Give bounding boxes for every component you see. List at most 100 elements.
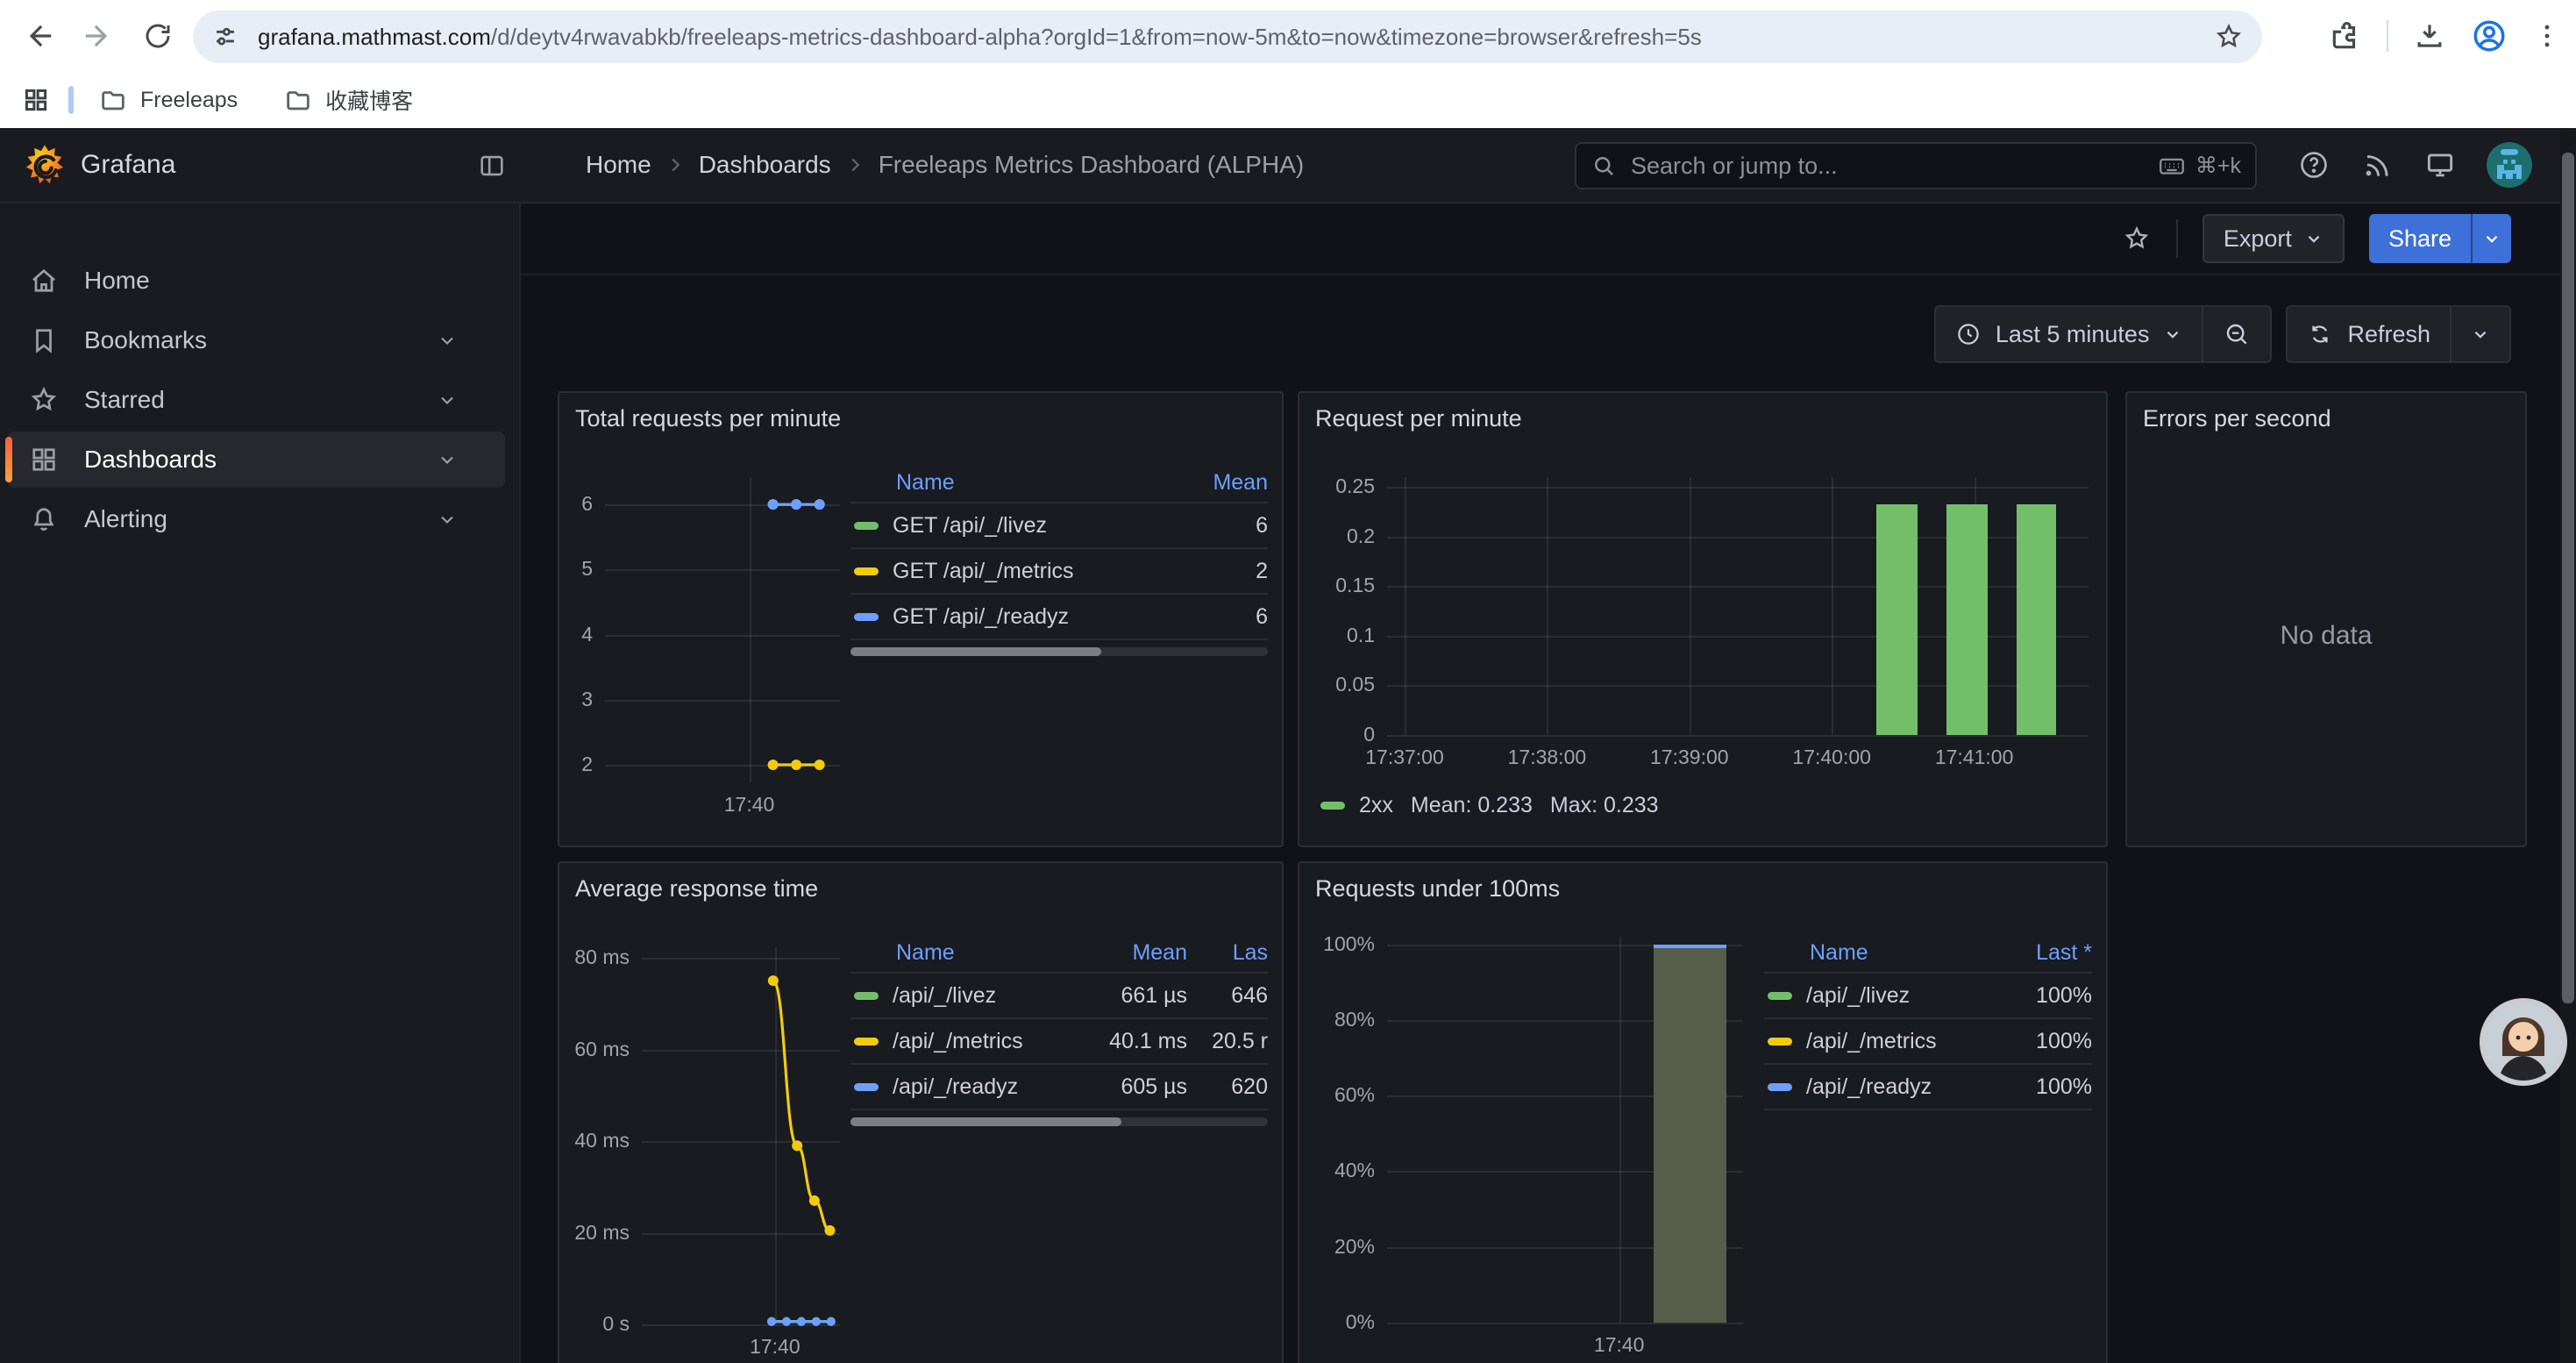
refresh-interval-button[interactable] (2450, 307, 2509, 361)
legend-sort-column[interactable]: Mean (1132, 939, 1187, 965)
panel-average-response-time: Average response time 80 ms 60 ms 40 ms 20 … (558, 861, 1284, 1363)
series-color-pill (1768, 1037, 1792, 1045)
panel-title[interactable]: Requests under 100ms (1315, 875, 1561, 902)
grafana-app: Grafana Home Dashboards Freeleaps Metric… (0, 128, 2576, 1363)
bookmark-folder-freeleaps[interactable]: Freeleaps (98, 85, 238, 115)
zoom-out-icon (2223, 320, 2251, 348)
share-dropdown-button[interactable] (2471, 214, 2511, 263)
sidebar-item-dashboards[interactable]: Dashboards (5, 432, 505, 488)
share-button[interactable]: Share (2368, 214, 2471, 263)
forward-button[interactable] (68, 6, 128, 66)
sidebar-item-starred[interactable]: Starred (7, 372, 505, 428)
legend-table: Name Mean Las/api/_/livez 661 µs 646/api/_/m… (850, 933, 1268, 1126)
bookmark-folder-blogs[interactable]: 收藏博客 (283, 84, 413, 116)
reload-icon (142, 20, 174, 52)
legend-table: Name Mean GET /api/_/livez 6 GET /api/_/metr… (850, 463, 1268, 656)
legend-row[interactable]: /api/_/readyz 605 µs 620 (850, 1063, 1268, 1109)
assistant-avatar-widget[interactable] (2480, 998, 2567, 1086)
timeseries-chart: 6 5 4 3 2 17:40 (559, 393, 1282, 846)
legend-scrollbar[interactable] (850, 1117, 1268, 1126)
legend-row[interactable]: GET /api/_/readyz 6 (850, 593, 1268, 639)
panel-title[interactable]: Errors per second (2143, 405, 2331, 432)
reload-button[interactable] (128, 6, 188, 66)
bar (1946, 503, 1988, 735)
sidebar-toggle-icon[interactable] (477, 151, 507, 181)
panel-title[interactable]: Average response time (575, 875, 819, 902)
chevron-down-icon[interactable] (431, 330, 463, 351)
refresh-group: Refresh (2286, 305, 2511, 363)
refresh-icon (2307, 321, 2333, 347)
dashboard-toolbar: Export Share (521, 203, 2560, 275)
search-icon (1590, 153, 1617, 179)
legend-row[interactable]: /api/_/metrics 100% (1764, 1017, 2092, 1063)
chevron-down-icon[interactable] (431, 389, 463, 410)
star-icon (28, 384, 60, 416)
legend-scrollbar[interactable] (850, 647, 1268, 656)
series-name[interactable]: 2xx (1359, 793, 1393, 817)
grafana-header: Grafana Home Dashboards Freeleaps Metric… (0, 128, 2576, 203)
legend-row[interactable]: /api/_/metrics 40.1 ms 20.5 r (850, 1017, 1268, 1063)
bookmark-icon (28, 325, 60, 356)
legend-sort-column[interactable]: Mean (1213, 469, 1268, 495)
download-icon[interactable] (2413, 19, 2446, 53)
search-input[interactable] (1627, 150, 2146, 182)
profile-icon[interactable] (2471, 18, 2508, 54)
bookmarks-indicator (68, 86, 74, 114)
apps-grid-icon[interactable] (21, 85, 51, 115)
sidebar-item-alerting[interactable]: Alerting (7, 491, 505, 547)
series-color-pill (854, 567, 879, 575)
sidebar-item-bookmarks[interactable]: Bookmarks (7, 312, 505, 368)
bar (1876, 503, 1918, 735)
legend-row[interactable]: GET /api/_/metrics 2 (850, 547, 1268, 593)
user-avatar[interactable] (2487, 142, 2532, 188)
sidebar-item-label: Bookmarks (84, 326, 208, 353)
time-range-button[interactable]: Last 5 minutes (1936, 307, 2202, 361)
chevron-down-icon (2163, 325, 2182, 344)
url-bar[interactable]: grafana.mathmast.com/d/deytv4rwavabkb/fr… (193, 11, 2262, 63)
chevron-down-icon[interactable] (431, 509, 463, 530)
monitor-icon[interactable] (2423, 148, 2457, 182)
toolbar-divider (2175, 219, 2178, 258)
zoom-out-button[interactable] (2202, 307, 2270, 361)
legend-row[interactable]: /api/_/readyz 100% (1764, 1063, 2092, 1109)
refresh-label: Refresh (2347, 320, 2430, 347)
sidebar-item-label: Home (84, 267, 150, 294)
sidebar-item-home[interactable]: Home (7, 253, 505, 309)
panel-errors-per-second: Errors per second No data (2125, 391, 2527, 847)
breadcrumb-dashboards[interactable]: Dashboards (698, 151, 831, 178)
legend-sort-column[interactable]: Las (1232, 939, 1268, 965)
keyboard-icon (2157, 151, 2187, 181)
sidebar-item-label: Alerting (84, 505, 167, 532)
series-color-pill (854, 1082, 879, 1091)
chevron-down-icon[interactable] (431, 449, 463, 470)
legend-sort-column[interactable]: Last * (2036, 939, 2092, 965)
legend-row[interactable]: /api/_/livez 100% (1764, 972, 2092, 1017)
news-rss-icon[interactable] (2360, 148, 2394, 182)
menu-kebab-icon[interactable] (2532, 21, 2562, 51)
site-settings-icon[interactable] (210, 22, 240, 52)
refresh-button[interactable]: Refresh (2288, 307, 2450, 361)
bell-icon (28, 503, 60, 535)
series-color-pill (854, 612, 879, 621)
panel-title[interactable]: Request per minute (1315, 405, 1522, 432)
search-bar[interactable]: ⌘+k (1575, 142, 2257, 189)
legend-row[interactable]: GET /api/_/livez 6 (850, 502, 1268, 547)
browser-nav-row: grafana.mathmast.com/d/deytv4rwavabkb/fr… (0, 0, 2576, 72)
panel-title[interactable]: Total requests per minute (575, 405, 842, 432)
export-button[interactable]: Export (2202, 214, 2345, 263)
scrollbar-thumb[interactable] (2562, 153, 2574, 1003)
url-text[interactable]: grafana.mathmast.com/d/deytv4rwavabkb/fr… (258, 23, 1702, 50)
legend-header: Name Last * (1810, 939, 2092, 965)
grafana-logo-icon[interactable] (21, 142, 68, 189)
legend-inline[interactable]: 2xx Mean: 0.233 Max: 0.233 (1320, 793, 1659, 818)
timeseries-chart: 80 ms 60 ms 40 ms 20 ms 0 s 17:40 (559, 863, 1282, 1363)
bookmark-star-icon[interactable] (2213, 21, 2245, 53)
help-icon[interactable] (2297, 148, 2330, 182)
extensions-icon[interactable] (2329, 19, 2362, 53)
brand-title: Grafana (81, 150, 176, 179)
home-icon (28, 265, 60, 296)
breadcrumb-home[interactable]: Home (586, 151, 651, 178)
back-button[interactable] (9, 6, 68, 66)
favorite-star-icon[interactable] (2122, 224, 2152, 253)
legend-row[interactable]: /api/_/livez 661 µs 646 (850, 972, 1268, 1017)
